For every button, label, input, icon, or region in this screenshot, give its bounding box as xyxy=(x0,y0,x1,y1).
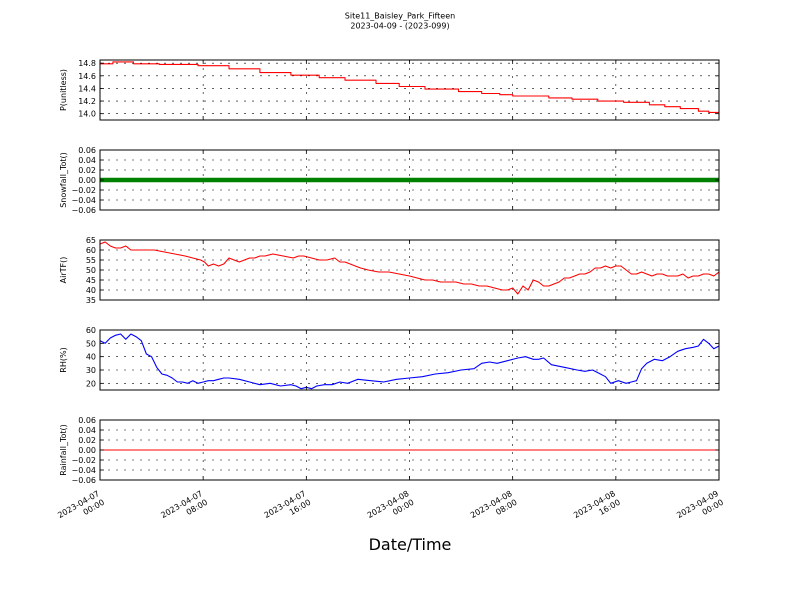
y-axis-label: Snowfall_Tot() xyxy=(59,152,68,208)
y-tick-label: 60 xyxy=(86,246,96,255)
y-tick-label: 40 xyxy=(86,286,96,295)
y-tick-label: 14.8 xyxy=(78,59,96,68)
y-tick-label: 0.04 xyxy=(78,426,96,435)
figure-title-line1: Site11_Baisley_Park_Fifteen xyxy=(345,12,455,21)
y-tick-label: 30 xyxy=(86,366,96,375)
figure-title-line2: 2023-04-09 - (2023-099) xyxy=(350,22,449,31)
subplot-4: 20 30 40 50 60 RH(%) xyxy=(59,326,720,391)
y-tick-label: 0.06 xyxy=(78,416,96,425)
y-tick-label: −0.06 xyxy=(71,206,96,215)
y-tick-label: −0.04 xyxy=(71,196,96,205)
y-tick-label: 45 xyxy=(86,276,96,285)
y-tick-label: 65 xyxy=(86,236,96,245)
subplot-2: −0.06−0.04−0.020.000.020.040.06 Snowfall_… xyxy=(59,146,720,215)
y-tick-label: 14.0 xyxy=(78,110,96,119)
y-axis-label: Rainfall_Tot() xyxy=(59,424,68,476)
y-axis-label: P(unitless) xyxy=(59,69,68,111)
y-tick-label: 35 xyxy=(86,296,96,305)
y-tick-label: −0.04 xyxy=(71,466,96,475)
subplot-1: 14.0 14.2 14.4 14.6 14.8 P(unitless) xyxy=(59,59,720,121)
y-tick-label: −0.02 xyxy=(71,186,96,195)
y-tick-label: 0.06 xyxy=(78,146,96,155)
y-tick-label: 14.6 xyxy=(78,72,96,81)
y-tick-label: 14.4 xyxy=(78,84,96,93)
y-tick-label: 0.00 xyxy=(78,176,96,185)
y-tick-label: 0.02 xyxy=(78,166,96,175)
y-axis-label: RH(%) xyxy=(59,347,68,372)
y-tick-label: 50 xyxy=(86,266,96,275)
series-line xyxy=(100,333,719,390)
x-axis-label: Date/Time xyxy=(369,535,452,554)
y-tick-label: 20 xyxy=(86,379,96,388)
y-tick-label: 55 xyxy=(86,256,96,265)
subplot-stack: 14.014.214.414.614.8P(unitless)−0.06−0.0… xyxy=(59,59,720,485)
y-tick-label: 60 xyxy=(86,326,96,335)
y-axis-label: AirTF() xyxy=(59,257,68,284)
y-tick-label: −0.02 xyxy=(71,456,96,465)
series-line xyxy=(100,61,719,114)
y-tick-label: 0.00 xyxy=(78,446,96,455)
y-tick-label: 0.02 xyxy=(78,436,96,445)
y-tick-label: 40 xyxy=(86,353,96,362)
y-tick-label: 14.2 xyxy=(78,97,96,106)
y-tick-label: 50 xyxy=(86,339,96,348)
subplot-5: −0.06−0.04−0.020.000.020.040.06 Rainfall_… xyxy=(59,416,720,485)
y-tick-label: −0.06 xyxy=(71,476,96,485)
series-line xyxy=(100,241,719,295)
y-tick-label: 0.04 xyxy=(78,156,96,165)
